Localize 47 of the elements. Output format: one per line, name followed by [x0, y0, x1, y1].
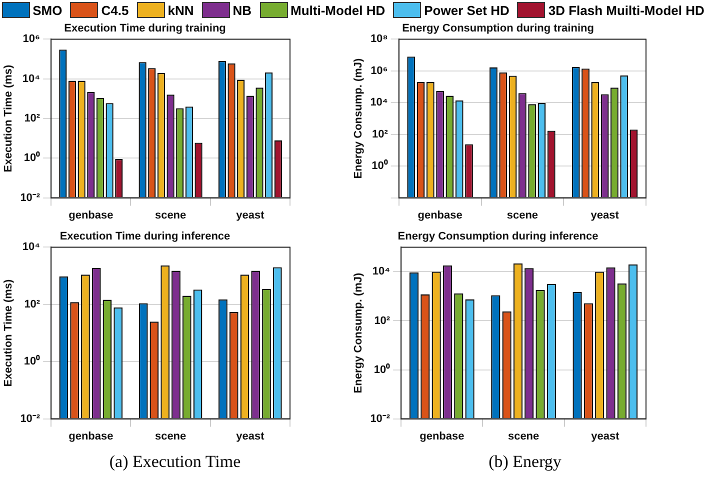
x-tick-label: genbase [68, 209, 114, 222]
y-tick-label: 10⁴ [22, 241, 40, 254]
legend-label: 3D Flash Muilti-Model HD [548, 2, 704, 18]
y-tick-label: 10⁰ [372, 159, 388, 172]
x-tick-label: scene [154, 430, 186, 442]
y-tick-label: 10² [24, 298, 40, 310]
chart-title: Execution Time during inference [60, 230, 230, 243]
y-axis-title: Execution Time (ms) [2, 64, 15, 172]
x-tick-label: genbase [68, 430, 114, 442]
legend-label: Multi-Model HD [290, 2, 386, 18]
text: (a) Execution Time [108, 452, 242, 472]
y-tick-label: 10⁴ [372, 266, 390, 278]
y-tick-label: 10⁻² [20, 412, 40, 425]
y-tick-label: 10² [374, 314, 390, 327]
x-tick-label: yeast [591, 430, 620, 442]
chart-title: Energy Consumption during training [402, 22, 594, 35]
y-tick-label: 10⁴ [370, 96, 388, 109]
y-tick-label: 10² [372, 128, 388, 140]
text: (b) Energy [488, 452, 562, 472]
legend-label: NB [232, 2, 252, 18]
legend-label: C4.5 [101, 2, 129, 18]
chart-title: Energy Consumption during inference [398, 230, 598, 243]
y-axis-title: Energy Consump. (mJ) [352, 272, 365, 394]
y-tick-label: 10⁰ [24, 151, 40, 164]
x-tick-label: yeast [590, 209, 620, 222]
y-tick-label: 10⁴ [22, 72, 40, 85]
y-axis-title: Energy Consump. (mJ) [352, 58, 365, 179]
x-tick-label: scene [154, 209, 186, 222]
y-tick-label: 10⁻² [20, 192, 40, 204]
y-tick-label: 10² [24, 112, 40, 125]
legend-label: SMO [32, 2, 62, 18]
legend-label: Power Set HD [424, 2, 510, 18]
y-tick-label: 10⁰ [374, 362, 390, 376]
y-axis-title: Execution Time (ms) [2, 278, 15, 387]
y-tick-label: 10⁻² [370, 412, 390, 425]
x-tick-label: scene [506, 209, 538, 222]
y-tick-label: 10⁶ [370, 64, 388, 77]
x-tick-label: yeast [236, 209, 265, 222]
x-tick-label: genbase [418, 209, 462, 222]
x-tick-label: scene [508, 430, 540, 442]
y-tick-label: 10⁶ [22, 33, 40, 46]
legend-label: kNN [168, 2, 194, 18]
x-tick-label: genbase [420, 430, 464, 442]
y-tick-label: 10⁸ [370, 33, 388, 46]
x-tick-label: yeast [236, 430, 265, 442]
y-tick-label: 10⁰ [24, 354, 40, 368]
chart-title: Execution Time during training [64, 22, 226, 35]
